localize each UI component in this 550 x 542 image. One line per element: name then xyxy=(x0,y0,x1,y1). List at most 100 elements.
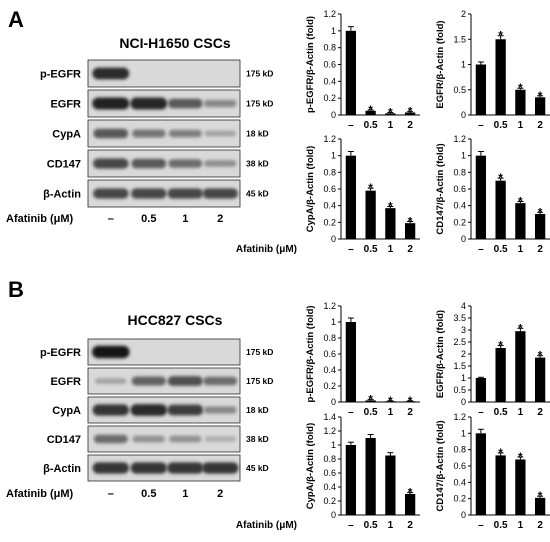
bar xyxy=(495,455,506,515)
blot-panel-b: B HCC827 CSCs p-EGFR 175 kD EGFR 175 kD CypA 18… xyxy=(6,277,273,500)
significance-asterisk: * xyxy=(408,486,413,500)
y-tick-label: 2 xyxy=(461,349,466,359)
y-tick-label: 3 xyxy=(461,325,466,335)
blot-row: p-EGFR 175 kD xyxy=(40,59,273,88)
y-tick-label: 0.6 xyxy=(323,468,336,478)
dose-label: – xyxy=(108,213,114,225)
significance-asterisk: * xyxy=(518,195,523,209)
y-tick-label: 0.8 xyxy=(323,167,336,177)
y-tick-label: 1.2 xyxy=(453,134,466,144)
y-tick-label: 0 xyxy=(331,110,336,120)
protein-band xyxy=(92,404,129,416)
y-tick-label: 0.8 xyxy=(453,445,466,455)
x-tick-label: 0.5 xyxy=(494,520,508,531)
y-tick-label: 0.2 xyxy=(323,381,336,391)
x-tick-label: 0.5 xyxy=(364,520,378,531)
significance-asterisk: * xyxy=(388,200,393,214)
protein-band xyxy=(131,188,167,199)
y-tick-label: 0.2 xyxy=(453,217,466,227)
significance-asterisk: * xyxy=(498,446,503,460)
molecular-weight-label: 175 kD xyxy=(246,347,273,357)
blot-row: CD147 38 kD xyxy=(47,425,269,453)
y-axis-label: EGFR/β-Actin (fold) xyxy=(435,20,446,108)
protein-label: EGFR xyxy=(50,99,81,111)
y-tick-label: 0 xyxy=(331,510,336,520)
bar xyxy=(345,322,357,402)
protein-label: β-Actin xyxy=(43,463,81,475)
protein-band xyxy=(202,462,239,474)
blot-row: CypA 18 kD xyxy=(52,396,269,424)
protein-band xyxy=(132,129,166,138)
y-tick-label: 0.4 xyxy=(323,201,336,211)
y-tick-label: 1 xyxy=(331,440,336,450)
western-blot-panels: A NCI-H1650 CSCs p-EGFR 175 kD EGFR 175 kD Cyp… xyxy=(6,7,273,500)
x-tick-label: – xyxy=(348,120,354,131)
dose-label: – xyxy=(108,488,114,500)
molecular-weight-label: 175 kD xyxy=(246,376,273,386)
protein-label: β-Actin xyxy=(43,189,81,201)
bar xyxy=(534,214,546,239)
x-tick-label: 1 xyxy=(388,407,394,418)
protein-band xyxy=(130,97,168,110)
y-tick-label: 0.2 xyxy=(453,494,466,504)
molecular-weight-label: 18 kD xyxy=(246,405,269,415)
x-tick-label: 2 xyxy=(537,120,543,131)
protein-label: CypA xyxy=(52,129,81,141)
x-tick-label: – xyxy=(348,407,354,418)
protein-label: CD147 xyxy=(47,434,81,446)
panel-letter: A xyxy=(8,7,24,32)
protein-label: CypA xyxy=(52,405,81,417)
significance-asterisk: * xyxy=(368,393,373,407)
x-tick-label: 0.5 xyxy=(494,120,508,131)
dose-label: 0.5 xyxy=(141,213,156,225)
x-tick-label: 2 xyxy=(537,244,543,255)
bar xyxy=(495,39,506,115)
molecular-weight-label: 175 kD xyxy=(246,99,273,109)
protein-band xyxy=(130,462,167,474)
y-axis-label: CypA/β-Actin (fold) xyxy=(305,146,316,233)
protein-band xyxy=(92,345,130,359)
y-tick-label: 0 xyxy=(461,510,466,520)
bar-chart-4: 0 0.2 0.4 0.6 0.8 1 1.2 CD147/β-Actin (fold) – * 0… xyxy=(435,134,550,255)
bar xyxy=(495,348,506,402)
blot-strip xyxy=(87,338,241,366)
bar-charts: 0 0.2 0.4 0.6 0.8 1 1.2 p-EGFR/β-Actin (fold) – *… xyxy=(236,9,550,531)
dose-label: 1 xyxy=(182,213,188,225)
x-axis-label: Afatinib (μM) xyxy=(236,244,297,255)
bar xyxy=(475,378,487,402)
significance-asterisk: * xyxy=(538,489,543,503)
protein-band xyxy=(93,434,128,444)
protein-band xyxy=(167,404,204,416)
y-tick-label: 2 xyxy=(461,9,466,19)
significance-asterisk: * xyxy=(518,81,523,95)
significance-asterisk: * xyxy=(538,89,543,103)
x-tick-label: – xyxy=(348,520,354,531)
y-tick-label: 1.5 xyxy=(453,34,466,44)
bar xyxy=(365,400,376,402)
y-tick-label: 0 xyxy=(461,397,466,407)
molecular-weight-label: 45 kD xyxy=(246,463,269,473)
bar xyxy=(495,180,506,239)
y-axis-label: CD147/β-Actin (fold) xyxy=(435,420,446,511)
y-tick-label: 1.2 xyxy=(323,301,336,311)
x-tick-label: 0.5 xyxy=(364,244,378,255)
bar xyxy=(365,438,376,515)
bar xyxy=(475,155,487,239)
x-tick-label: – xyxy=(348,244,354,255)
y-tick-label: 0.2 xyxy=(323,496,336,506)
molecular-weight-label: 18 kD xyxy=(246,129,269,139)
x-tick-label: – xyxy=(478,120,484,131)
bar-chart-8: 0 0.2 0.4 0.6 0.8 1 1.2 CD147/β-Actin (fold) – * 0… xyxy=(435,412,550,531)
blot-row: CD147 38 kD xyxy=(47,149,269,178)
x-tick-label: 0.5 xyxy=(364,120,378,131)
x-tick-label: 1 xyxy=(518,407,524,418)
y-tick-label: 0.2 xyxy=(323,93,336,103)
x-tick-label: 2 xyxy=(407,520,413,531)
x-tick-label: 2 xyxy=(537,407,543,418)
protein-band xyxy=(93,128,129,139)
dose-label: 2 xyxy=(217,213,223,225)
dose-label: 2 xyxy=(217,488,223,500)
x-tick-label: – xyxy=(478,407,484,418)
bar-chart-7: 0 0.2 0.4 0.6 0.8 1 1.2 1.4 CypA/β-Actin (fold) –… xyxy=(236,412,420,531)
significance-asterisk: * xyxy=(498,171,503,185)
